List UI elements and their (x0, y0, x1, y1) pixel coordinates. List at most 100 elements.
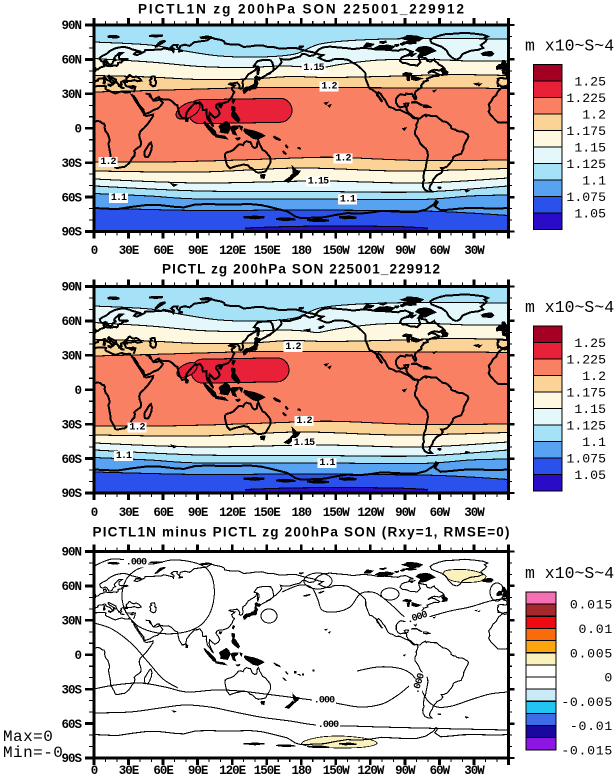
svg-text:m x10~S~4: m x10~S~4 (525, 37, 614, 56)
svg-text:150W: 150W (323, 764, 351, 778)
svg-text:0: 0 (91, 764, 98, 778)
svg-text:30S: 30S (61, 683, 82, 697)
svg-text:1.05: 1.05 (574, 468, 606, 483)
svg-text:.000: .000 (314, 695, 335, 706)
svg-text:60E: 60E (153, 244, 173, 258)
svg-text:0: 0 (91, 244, 98, 258)
svg-text:1.1: 1.1 (340, 194, 356, 205)
svg-text:120W: 120W (357, 764, 385, 778)
svg-text:60N: 60N (61, 315, 81, 329)
svg-text:1.1: 1.1 (582, 435, 606, 450)
svg-text:0: 0 (604, 671, 613, 686)
svg-text:1.2: 1.2 (129, 422, 145, 433)
svg-text:30N: 30N (61, 88, 81, 102)
svg-text:150E: 150E (254, 764, 281, 778)
svg-text:150E: 150E (254, 506, 281, 520)
svg-text:90S: 90S (61, 226, 82, 240)
svg-text:0.015: 0.015 (570, 598, 613, 613)
svg-text:1.1: 1.1 (582, 174, 606, 189)
svg-text:0: 0 (91, 506, 98, 520)
svg-text:1.15: 1.15 (574, 402, 606, 417)
svg-text:1.2: 1.2 (100, 157, 116, 168)
svg-text:0: 0 (74, 384, 81, 398)
svg-text:-0.015: -0.015 (561, 743, 613, 758)
svg-text:30E: 30E (119, 764, 139, 778)
svg-text:90N: 90N (61, 19, 81, 33)
svg-text:120W: 120W (357, 506, 385, 520)
svg-text:60E: 60E (153, 506, 173, 520)
svg-text:1.15: 1.15 (574, 141, 606, 156)
svg-text:Min=-0: Min=-0 (3, 744, 63, 762)
svg-text:1.125: 1.125 (566, 157, 606, 172)
svg-text:1.25: 1.25 (574, 75, 606, 90)
svg-text:m x10~S~4: m x10~S~4 (525, 298, 614, 317)
svg-text:60W: 60W (430, 764, 451, 778)
svg-text:0.005: 0.005 (570, 646, 613, 661)
svg-text:60W: 60W (430, 244, 451, 258)
svg-text:180: 180 (291, 506, 311, 520)
svg-text:150W: 150W (323, 506, 351, 520)
svg-text:30N: 30N (61, 350, 81, 364)
svg-text:30E: 30E (119, 506, 139, 520)
svg-text:30W: 30W (464, 506, 485, 520)
svg-text:1.175: 1.175 (566, 386, 606, 401)
svg-text:90E: 90E (188, 244, 208, 258)
svg-text:120E: 120E (219, 244, 246, 258)
svg-text:Max=0: Max=0 (3, 728, 53, 746)
svg-text:90S: 90S (61, 487, 82, 501)
svg-text:30E: 30E (119, 244, 139, 258)
svg-text:60E: 60E (153, 764, 173, 778)
svg-text:PICTL zg 200hPa SON 225001_229: PICTL zg 200hPa SON 225001_229912 (162, 262, 440, 277)
svg-text:1.2: 1.2 (285, 342, 301, 353)
svg-text:30S: 30S (61, 418, 82, 432)
svg-text:1.15: 1.15 (303, 63, 324, 74)
svg-text:1.2: 1.2 (582, 108, 606, 123)
svg-text:90E: 90E (188, 764, 208, 778)
svg-text:90N: 90N (61, 546, 81, 560)
svg-text:1.125: 1.125 (566, 419, 606, 434)
svg-text:0.01: 0.01 (579, 622, 613, 637)
svg-text:0: 0 (74, 649, 81, 663)
svg-text:1.225: 1.225 (566, 91, 606, 106)
svg-text:1.2: 1.2 (321, 81, 337, 92)
svg-text:30S: 30S (61, 157, 82, 171)
svg-text:.000: .000 (318, 720, 339, 731)
svg-text:60N: 60N (61, 54, 81, 68)
svg-text:-0.005: -0.005 (561, 695, 613, 710)
svg-text:90W: 90W (395, 506, 416, 520)
svg-text:1.175: 1.175 (566, 124, 606, 139)
svg-text:0: 0 (74, 122, 81, 136)
svg-text:1.2: 1.2 (582, 369, 606, 384)
svg-text:1.2: 1.2 (335, 153, 351, 164)
svg-text:120E: 120E (219, 506, 246, 520)
svg-text:120W: 120W (357, 244, 385, 258)
svg-text:-0.01: -0.01 (570, 719, 613, 734)
svg-text:180: 180 (291, 244, 311, 258)
svg-text:1.1: 1.1 (116, 451, 132, 462)
svg-text:1.225: 1.225 (566, 353, 606, 368)
svg-text:1.15: 1.15 (308, 176, 329, 187)
svg-text:1.25: 1.25 (574, 336, 606, 351)
svg-text:90E: 90E (188, 506, 208, 520)
svg-text:90N: 90N (61, 281, 81, 295)
svg-text:60S: 60S (61, 718, 82, 732)
svg-text:60N: 60N (61, 580, 81, 594)
svg-text:30N: 30N (61, 615, 81, 629)
svg-text:60S: 60S (61, 191, 82, 205)
svg-text:120E: 120E (219, 764, 246, 778)
svg-text:1.1: 1.1 (111, 193, 127, 204)
svg-text:1.2: 1.2 (296, 416, 312, 427)
svg-text:150E: 150E (254, 244, 281, 258)
svg-text:1.15: 1.15 (294, 438, 315, 449)
svg-text:180: 180 (291, 764, 311, 778)
svg-text:90W: 90W (395, 764, 416, 778)
svg-text:.000: .000 (126, 557, 147, 568)
svg-text:1.075: 1.075 (566, 190, 606, 205)
svg-text:60W: 60W (430, 506, 451, 520)
svg-text:30W: 30W (464, 244, 485, 258)
svg-text:90W: 90W (395, 244, 416, 258)
svg-text:150W: 150W (323, 244, 351, 258)
svg-text:1.1: 1.1 (319, 458, 335, 469)
svg-text:90S: 90S (61, 752, 82, 766)
svg-text:30W: 30W (464, 764, 485, 778)
